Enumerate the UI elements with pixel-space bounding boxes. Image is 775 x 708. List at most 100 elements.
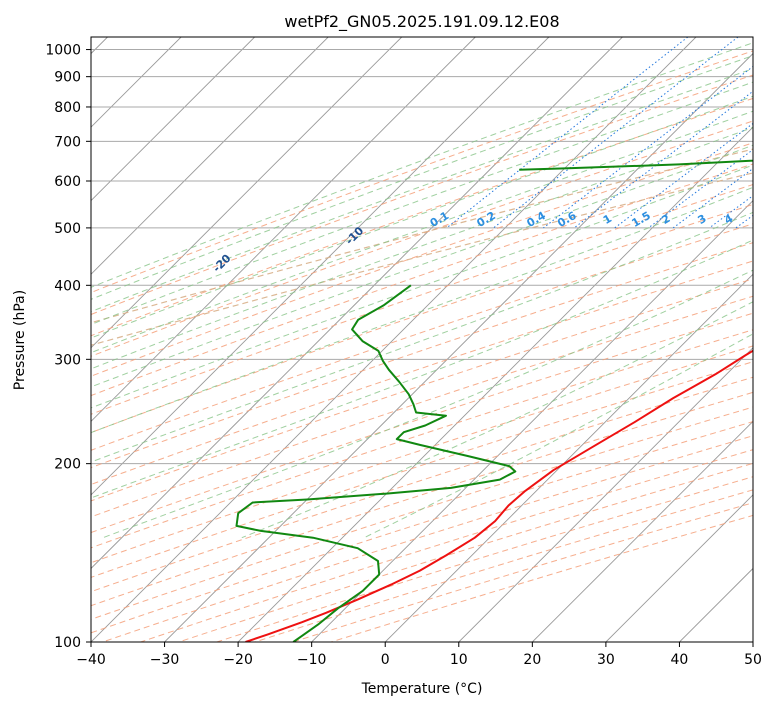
dry-adiabat-line	[91, 203, 753, 434]
dry-adiabat-line	[178, 462, 753, 642]
x-tick-label: 0	[381, 652, 390, 668]
isotherm-line	[91, 37, 623, 570]
mixing-ratio-label: 1.5	[629, 209, 652, 230]
isotherm-line	[91, 37, 329, 275]
moist-adiabat-line	[91, 81, 753, 326]
dry-adiabat-line	[91, 120, 753, 357]
y-axis-label: Pressure (hPa)	[12, 290, 28, 390]
isotherm-line	[91, 37, 403, 349]
y-tick-label: 1000	[45, 43, 81, 59]
y-tick-label: 900	[54, 70, 81, 86]
y-tick-label: 400	[54, 278, 81, 294]
dry-adiabat-line	[91, 184, 753, 415]
dry-adiabat-line	[91, 223, 753, 451]
y-tick-label: 700	[54, 134, 81, 150]
isotherm-line	[311, 200, 753, 642]
dry-adiabat-line	[216, 476, 753, 642]
dewpoint-line	[519, 159, 753, 171]
x-tick-label: −40	[76, 652, 106, 668]
x-tick-label: 10	[450, 652, 468, 668]
moist-adiabat-line	[363, 333, 753, 539]
dry-adiabat-line	[91, 97, 753, 337]
dewpoint-line	[235, 284, 517, 642]
isotherm-line	[91, 37, 255, 202]
profile-layer	[235, 159, 753, 642]
temperature-line	[245, 349, 753, 642]
plot-frame	[90, 36, 754, 643]
moist-adiabat-line	[91, 211, 753, 463]
moist-adiabat-line	[91, 95, 753, 339]
dry-adiabat-line	[91, 361, 753, 578]
mixing-ratio-line	[573, 90, 753, 229]
isotherm-line	[91, 37, 697, 642]
dry-adiabat-line	[91, 142, 753, 377]
moist-adiabat-line	[91, 164, 753, 409]
moist-adiabat-line	[91, 239, 753, 499]
x-tick-label: 50	[744, 652, 762, 668]
x-axis-label: Temperature (°C)	[361, 681, 483, 697]
mixing-ratio-layer	[446, 37, 753, 229]
dry-adiabat-line	[91, 50, 753, 294]
mixing-ratio-label: 6	[761, 212, 774, 227]
mixing-ratio-line	[543, 65, 753, 229]
axes-layer: −40 −30 −20 −10 0 10 20 30 40 50 1000 900 800 700 600 5…	[45, 43, 762, 668]
isotherm-line	[605, 494, 753, 642]
moist-adiabat-line	[91, 110, 753, 354]
mixing-ratio-line	[672, 167, 753, 229]
mixing-ratio-line	[493, 37, 739, 229]
mixing-ratio-label: 1	[601, 212, 614, 227]
dry-adiabat-line	[91, 172, 753, 346]
isotherm-line	[384, 273, 753, 642]
mixing-ratio-line	[735, 214, 753, 229]
y-tick-label: 100	[54, 635, 81, 651]
dry-adiabat-line	[91, 312, 753, 534]
line-label-layer: -100-90-80-70-60-50-40-30-20-100.10.20.4…	[210, 209, 774, 275]
dry-adiabat-line	[91, 391, 753, 607]
dry-adiabat-label: -20	[210, 252, 233, 275]
isotherm-line	[679, 567, 753, 642]
isotherm-line	[164, 52, 753, 642]
dry-adiabat-line	[91, 376, 753, 593]
isotherm-line	[91, 37, 550, 496]
x-tick-label: 20	[523, 652, 541, 668]
isotherm-line	[458, 347, 753, 642]
moist-adiabat-line	[91, 68, 753, 313]
dry-adiabat-line	[91, 74, 753, 316]
y-tick-label: 200	[54, 457, 81, 473]
moist-adiabat-line	[102, 269, 753, 539]
mixing-ratio-label: 3	[696, 212, 709, 227]
x-tick-label: 30	[597, 652, 615, 668]
dry-adiabat-layer	[91, 50, 753, 642]
moist-adiabat-line	[91, 186, 753, 434]
isotherm-line	[532, 420, 753, 642]
isotherm-line	[91, 37, 476, 422]
mixing-ratio-label: 2	[659, 212, 672, 227]
x-tick-label: −20	[223, 652, 253, 668]
isotherm-line	[237, 126, 753, 642]
moist-adiabat-line	[91, 144, 753, 388]
isotherm-line	[752, 641, 753, 642]
y-tick-label: 500	[54, 221, 81, 237]
moist-adiabat-line	[91, 55, 753, 300]
y-tick-label: 600	[54, 174, 81, 190]
dry-adiabat-line	[330, 514, 753, 642]
dry-adiabat-line	[91, 163, 753, 397]
dry-adiabat-line	[91, 406, 753, 620]
moist-adiabat-line	[91, 126, 753, 370]
dry-adiabat-line	[91, 345, 753, 564]
chart-title: wetPf2_GN05.2025.191.09.12.E08	[284, 12, 559, 32]
dry-adiabat-line	[91, 242, 753, 469]
x-tick-label: −10	[297, 652, 327, 668]
dry-adiabat-line	[102, 435, 753, 642]
dry-adiabat-line	[91, 329, 753, 549]
plot-area: -100-90-80-70-60-50-40-30-20-100.10.20.4…	[91, 37, 774, 642]
y-tick-label: 800	[54, 100, 81, 116]
dry-adiabat-line	[91, 148, 753, 324]
x-tick-label: −30	[150, 652, 180, 668]
x-tick-label: 40	[671, 652, 689, 668]
isotherm-layer	[91, 37, 753, 642]
isobar-layer	[91, 49, 753, 642]
moist-adiabat-layer	[91, 42, 753, 539]
y-tick-label: 300	[54, 352, 81, 368]
